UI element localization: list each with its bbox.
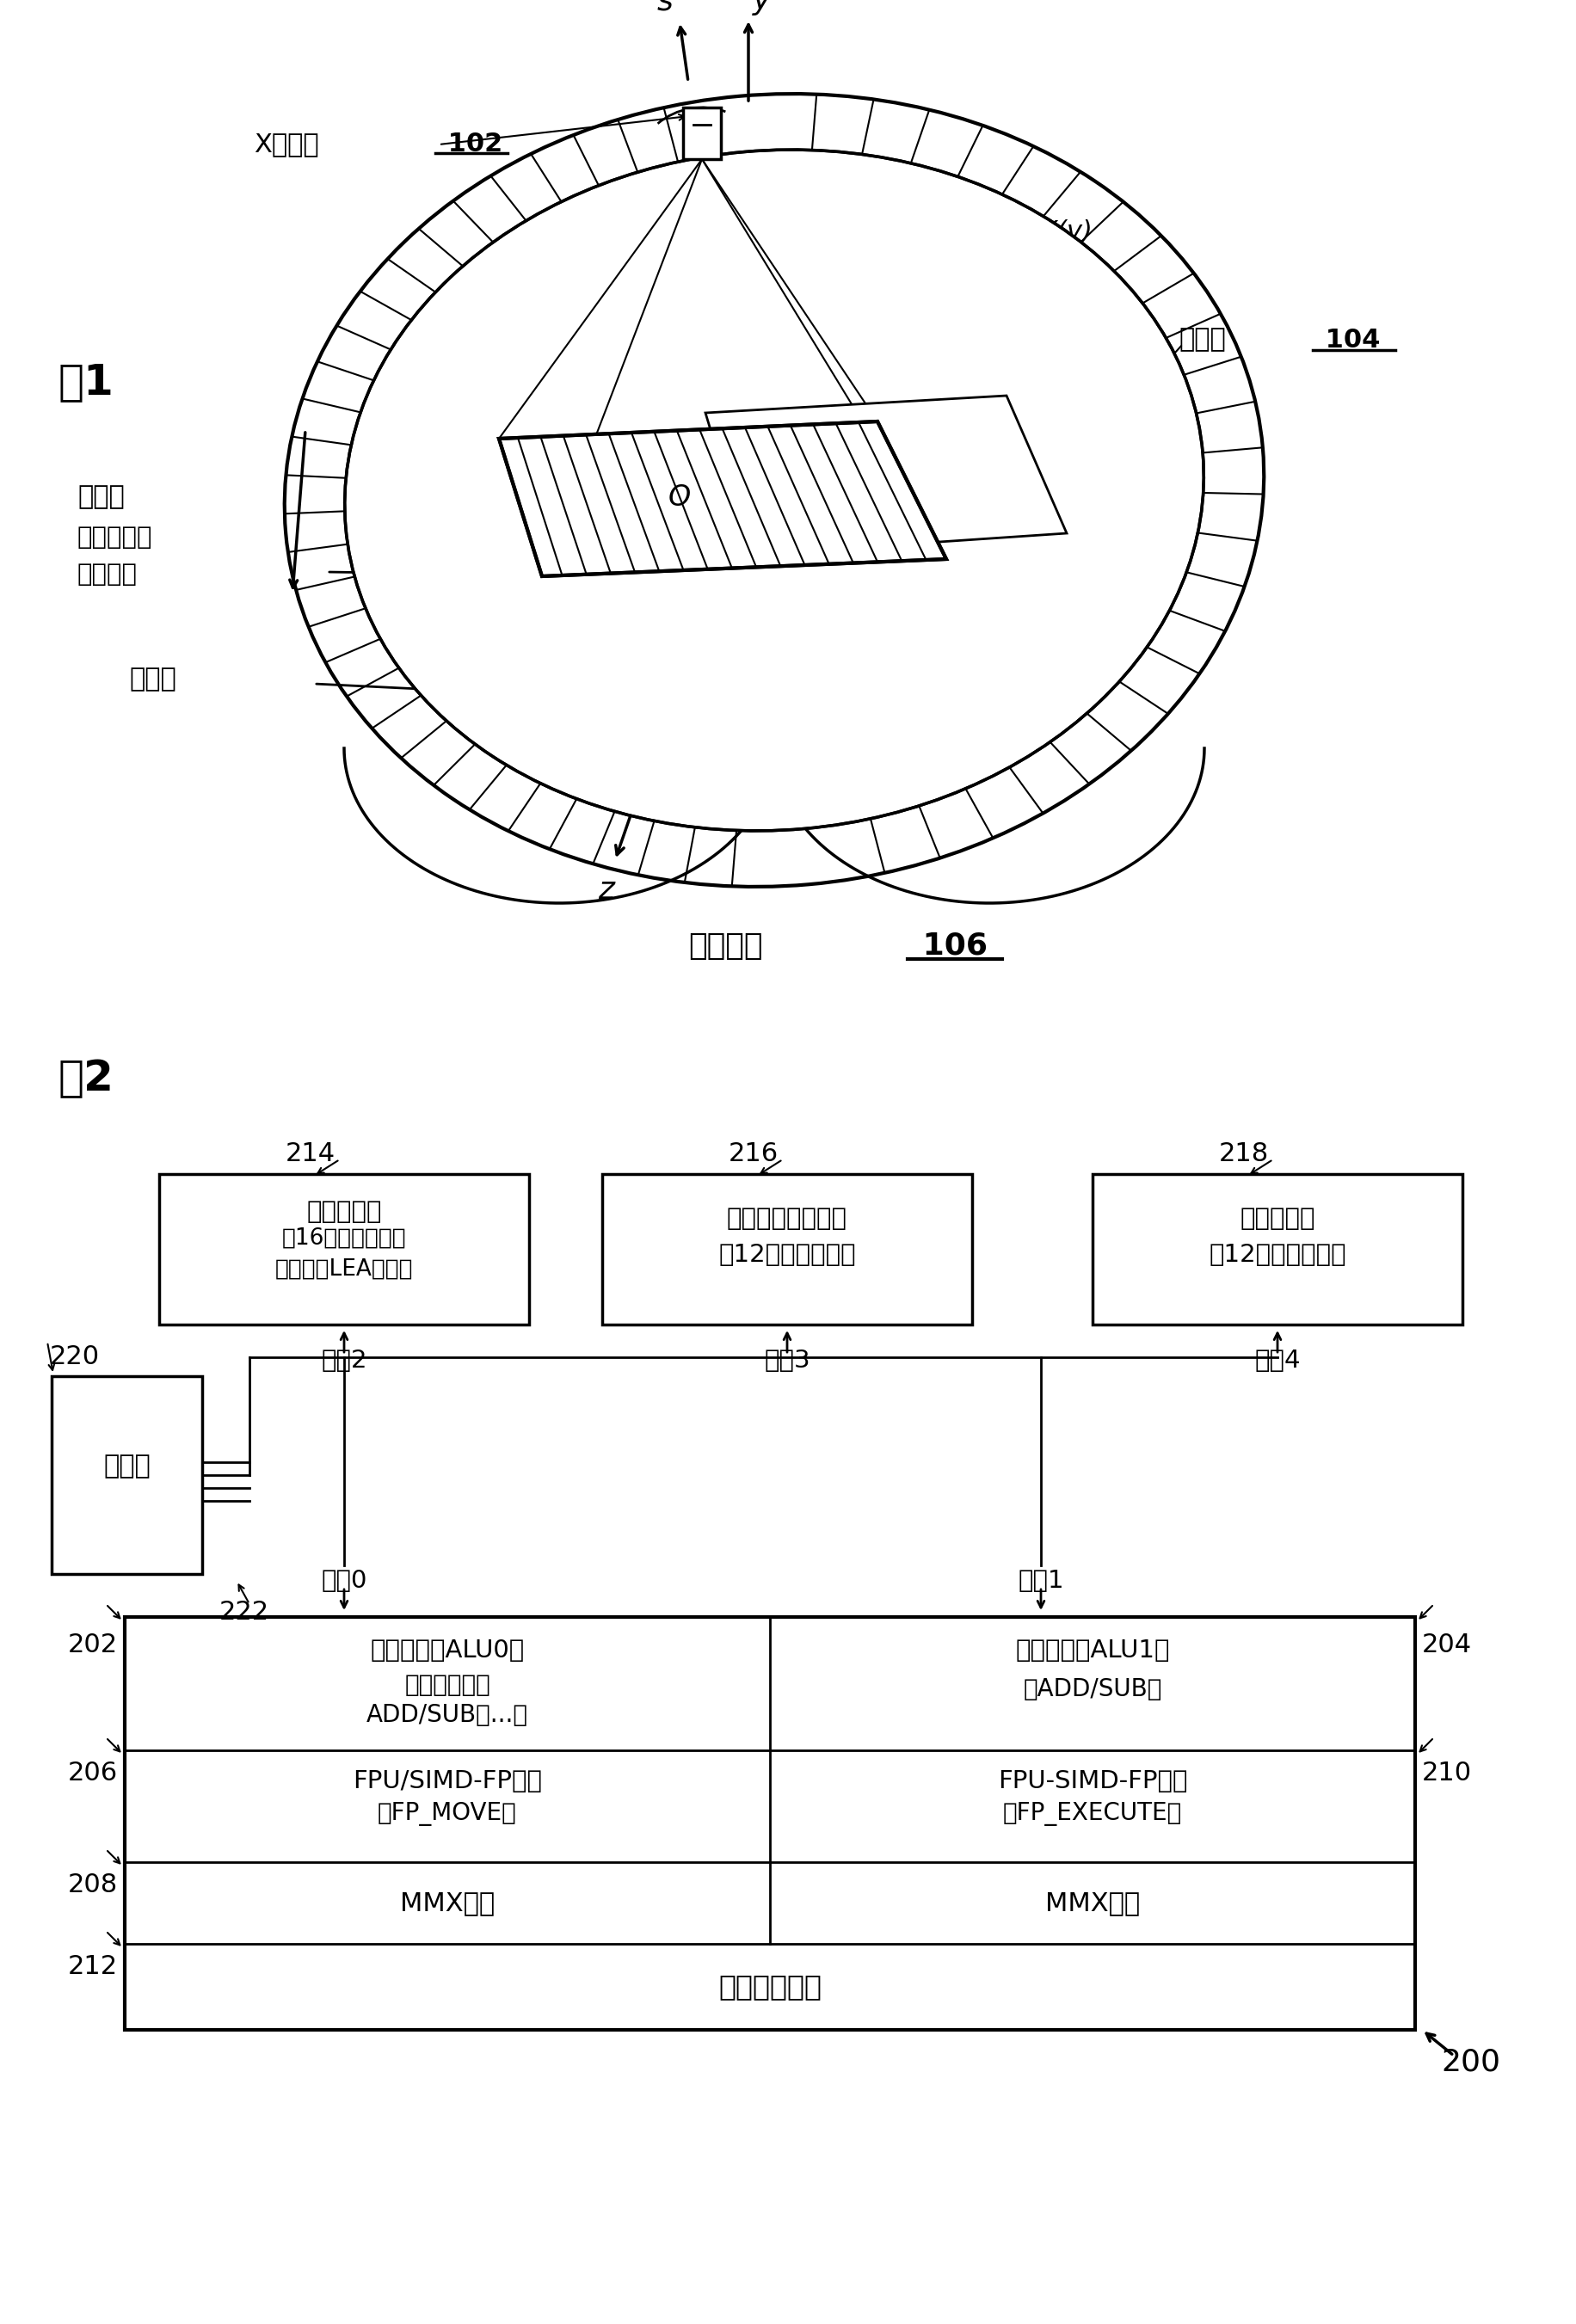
Polygon shape [500,421,946,576]
Text: 200: 200 [1440,2047,1500,2075]
Text: 图2: 图2 [58,1057,115,1099]
Text: 222: 222 [219,1599,269,1624]
Text: 扫描线: 扫描线 [77,486,125,509]
Text: 218: 218 [1218,1141,1269,1167]
Bar [1092,1174,1463,1325]
Text: 202: 202 [68,1631,118,1657]
Text: 整型单元（ALU0）: 整型单元（ALU0） [370,1638,525,1662]
Text: 端口0: 端口0 [322,1569,367,1592]
Text: 存储器存储: 存储器存储 [1240,1206,1314,1232]
Text: 保留站: 保留站 [104,1455,150,1478]
Text: （FP_EXECUTE）: （FP_EXECUTE） [1002,1801,1182,1827]
Bar [159,1174,530,1325]
Text: 端口4: 端口4 [1254,1348,1300,1373]
Text: MMX单元: MMX单元 [1045,1889,1139,1915]
Text: 216: 216 [728,1141,779,1167]
Bar [52,1376,202,1573]
Text: 探测器: 探测器 [1179,328,1226,353]
Text: O: O [668,483,690,511]
Text: X射线源: X射线源 [254,132,318,158]
Bar [602,1174,972,1325]
Text: Det_Y(v): Det_Y(v) [980,218,1092,244]
Text: x: x [1143,497,1162,525]
Text: （12入口缓存器）: （12入口缓存器） [719,1243,856,1267]
Text: 有负载，LEA预取）: 有负载，LEA预取） [276,1257,413,1281]
Bar [125,1618,1415,2029]
Text: 台架轨迹: 台架轨迹 [689,932,763,960]
Text: 206: 206 [68,1762,118,1785]
Text: s: s [657,0,673,16]
Text: z: z [599,876,615,904]
Text: FPU/SIMD-FP单元: FPU/SIMD-FP单元 [353,1769,542,1794]
Text: 图1: 图1 [58,360,115,402]
Text: 220: 220 [50,1343,99,1369]
Text: （在此方向: （在此方向 [77,525,153,548]
Bar [682,107,720,158]
Polygon shape [706,395,1067,555]
Text: ADD/SUB，...）: ADD/SUB，...） [367,1703,528,1727]
Text: （12入口缓存器）: （12入口缓存器） [1209,1243,1346,1267]
Text: 212: 212 [68,1954,118,1980]
Text: （逻辑，存储: （逻辑，存储 [405,1673,490,1697]
Text: 整型单元（ALU1）: 整型单元（ALU1） [1015,1638,1169,1662]
Text: 106: 106 [913,932,988,960]
Text: 端口2: 端口2 [322,1348,367,1373]
Text: Det_X(b): Det_X(b) [808,697,924,723]
Text: 104: 104 [1316,328,1381,353]
Text: FPU-SIMD-FP单元: FPU-SIMD-FP单元 [998,1769,1187,1794]
Text: 旋转角: 旋转角 [129,667,177,693]
Text: 208: 208 [68,1873,118,1896]
Text: 上过滤）: 上过滤） [77,562,137,586]
Text: 102: 102 [438,132,503,158]
Text: 204: 204 [1422,1631,1472,1657]
Text: 端口3: 端口3 [764,1348,810,1373]
Text: （ADD/SUB）: （ADD/SUB） [1023,1678,1162,1701]
Text: (u,v): (u,v) [637,637,698,662]
Text: 存储器负载: 存储器负载 [306,1199,381,1225]
Text: （16入口缓存器所: （16入口缓存器所 [282,1227,407,1250]
Text: 地址产生单元: 地址产生单元 [719,1973,821,2001]
Text: 214: 214 [285,1141,336,1167]
Text: 存储地址计算单元: 存储地址计算单元 [727,1206,848,1232]
Ellipse shape [345,149,1204,830]
Text: y: y [753,0,771,16]
Text: Θ: Θ [659,376,684,407]
Text: （FP_MOVE）: （FP_MOVE） [378,1801,517,1827]
Text: 端口1: 端口1 [1018,1569,1064,1592]
Text: t: t [1117,416,1128,446]
Text: $d_m$: $d_m$ [619,272,663,304]
Text: MMX单元: MMX单元 [400,1889,495,1915]
Text: 210: 210 [1422,1762,1472,1785]
Ellipse shape [345,149,1204,830]
